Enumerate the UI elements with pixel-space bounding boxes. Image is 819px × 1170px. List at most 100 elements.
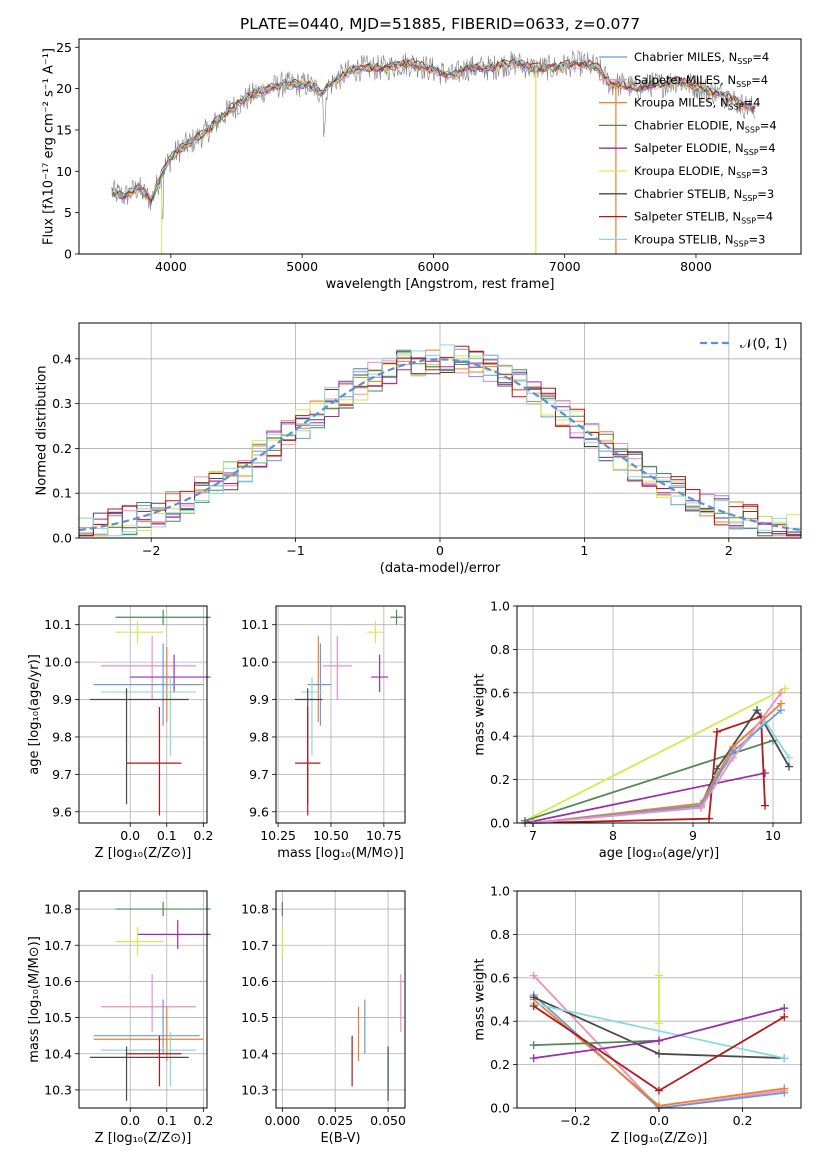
series-line [524,687,786,822]
y-tick-label: 15 [56,122,72,137]
errorbar-point [126,1035,182,1087]
series-marker [761,801,769,810]
series-marker [655,1086,663,1095]
x-tick-label: 0 [436,543,444,558]
figure-title: PLATE=0440, MJD=51885, FIBERID=0633, z=0… [240,15,640,33]
series-line [524,772,766,824]
y-tick-label: 9.7 [249,767,269,782]
y-tick-label: 0.2 [490,772,510,787]
errorbar-point [126,707,182,816]
plot-area [529,971,789,1112]
y-tick-label: 10.3 [44,1082,72,1097]
y-tick-label: 10.1 [44,617,72,632]
y-axis-label: age [log₁₀(age/yr)] [27,654,42,775]
axes-frame [78,890,208,1109]
histogram-step [79,345,801,537]
series-marker [777,688,785,697]
series-marker [780,1004,789,1013]
panel-mass_vs_Z: 0.0 0.1 0.2 10.3 10.4 10.5 10.6 10.7 10.8 Z [log₁… [27,890,213,1146]
series-line [532,702,782,824]
errorbar-point [390,609,403,625]
errorbar-point [89,688,189,805]
errorbar-point [89,1046,189,1101]
y-tick-label: 1.0 [490,884,510,899]
legend-entry: Chabrier STELIB, NSSP=3 [634,187,774,203]
panel-weight_vs_age: 7 8 9 10 0.0 0.2 0.4 0.6 0.8 1.0 age [log₁₀(age/yr… [472,599,802,861]
errorbar-point [309,643,331,726]
y-tick-label: 9.9 [249,692,269,707]
normal-curve [78,358,802,532]
plot-area: Chabrier MILES, NSSP=4 Salpeter MILES, NS… [111,50,777,254]
series-marker [777,706,785,715]
y-axis-label: Normed distribution [34,366,49,496]
errorbar-point [115,927,164,957]
legend-entry: Kroupa MILES, NSSP=4 [634,96,760,112]
x-tick-label: 0.2 [733,1113,753,1128]
y-tick-label: 9.6 [249,804,269,819]
series-marker [780,1012,789,1021]
series-marker [655,971,663,980]
errorbar-point [371,654,389,693]
x-tick-label: 0.1 [157,1113,177,1128]
axes-frame [275,890,406,1109]
x-axis-label: age [log₁₀(age/yr)] [599,846,720,861]
x-tick-label: 0.000 [264,1113,300,1128]
x-tick-label: 7000 [549,259,581,274]
x-tick-label: 5000 [286,259,318,274]
x-tick-label: 0.2 [193,1113,213,1128]
series-marker [655,1019,663,1028]
plot-area [89,609,211,816]
y-tick-label: 0.0 [52,531,72,546]
legend-entry: Chabrier ELODIE, NSSP=4 [634,118,777,134]
y-tick-label: 10.5 [241,1010,269,1025]
legend: Chabrier MILES, NSSP=4 Salpeter MILES, NS… [599,50,777,248]
y-tick-label: 0.2 [52,441,72,456]
x-axis-label: Z [log₁₀(Z/Z⊙)] [95,846,192,861]
y-tick-label: 25 [56,40,72,55]
y-tick-label: 20 [56,81,72,96]
errorbar-point [137,919,211,949]
y-tick-label: 10.7 [44,938,72,953]
series-line [532,692,782,824]
y-tick-label: 0.4 [490,1014,510,1029]
y-tick-label: 1.0 [490,599,510,614]
y-tick-label: 10.4 [241,1046,269,1061]
errorbar-point [322,635,353,700]
y-tick-label: 10.0 [44,655,72,670]
legend-entry: 𝒩(0, 1) [740,337,787,352]
plot-area [281,901,402,1101]
y-tick-label: 0.4 [52,351,72,366]
panel-weight_vs_Z: −0.2 0.0 0.2 0.0 0.2 0.4 0.6 0.8 1.0 Z [log₁₀(Z/Z… [472,884,802,1146]
y-tick-label: 0.6 [490,685,510,700]
series-marker [529,1002,538,1011]
panel-mass_vs_ebv: 0.000 0.025 0.050 10.3 10.4 10.5 10.6 10.7 10.8 E… [241,890,406,1146]
y-tick-label: 5 [64,205,72,220]
x-tick-label: 10.50 [313,828,349,843]
x-axis-label: Z [log₁₀(Z/Z⊙)] [611,1131,708,1146]
errorbar-point [100,677,197,756]
errorbar-point [301,677,323,756]
x-tick-label: 0.0 [649,1113,669,1128]
y-tick-label: 10.4 [44,1046,72,1061]
histogram-step [79,344,801,537]
plot-area [295,609,403,816]
legend-entry: Salpeter MILES, NSSP=4 [634,73,768,89]
x-tick-label: 0.0 [120,1113,140,1128]
y-tick-label: 0.1 [52,486,72,501]
x-tick-label: −0.2 [560,1113,590,1128]
x-axis-label: wavelength [Angstrom, rest frame] [326,277,555,292]
y-tick-label: 0.8 [490,642,510,657]
series-line [532,709,782,824]
x-tick-label: 10.25 [260,828,296,843]
series-marker [713,727,721,736]
x-tick-label: 4000 [155,259,187,274]
axes-frame [275,605,406,824]
x-axis-label: Z [log₁₀(Z/Z⊙)] [95,1131,192,1146]
y-tick-label: 0.0 [490,1101,510,1116]
y-axis-label: Flux [fλ10⁻¹⁷ erg cm⁻² s⁻¹ A⁻¹] [42,48,57,245]
series-marker [781,684,789,693]
panel-spectrum: Chabrier MILES, NSSP=4 Salpeter MILES, NS… [42,38,802,292]
y-tick-label: 0.8 [490,927,510,942]
y-tick-label: 10.0 [241,655,269,670]
